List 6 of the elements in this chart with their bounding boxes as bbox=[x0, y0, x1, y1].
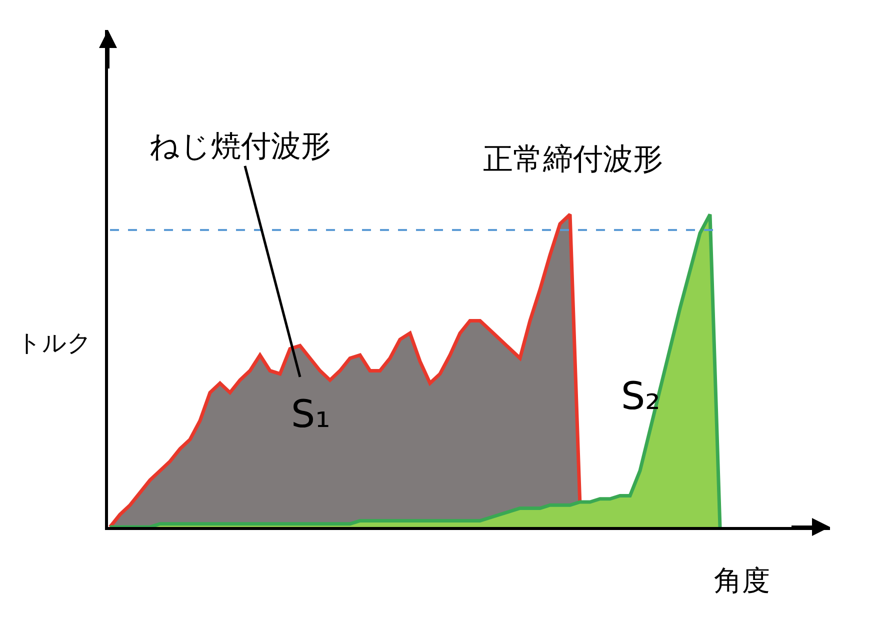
annotation: S₂ bbox=[621, 374, 660, 418]
x-axis-title: 角度 bbox=[714, 564, 770, 597]
y-axis-title: トルク bbox=[17, 329, 92, 357]
text: 正常締付波形 bbox=[483, 142, 663, 177]
annotation: S₁ bbox=[291, 392, 330, 436]
text: ねじ焼付波形 bbox=[149, 129, 331, 164]
